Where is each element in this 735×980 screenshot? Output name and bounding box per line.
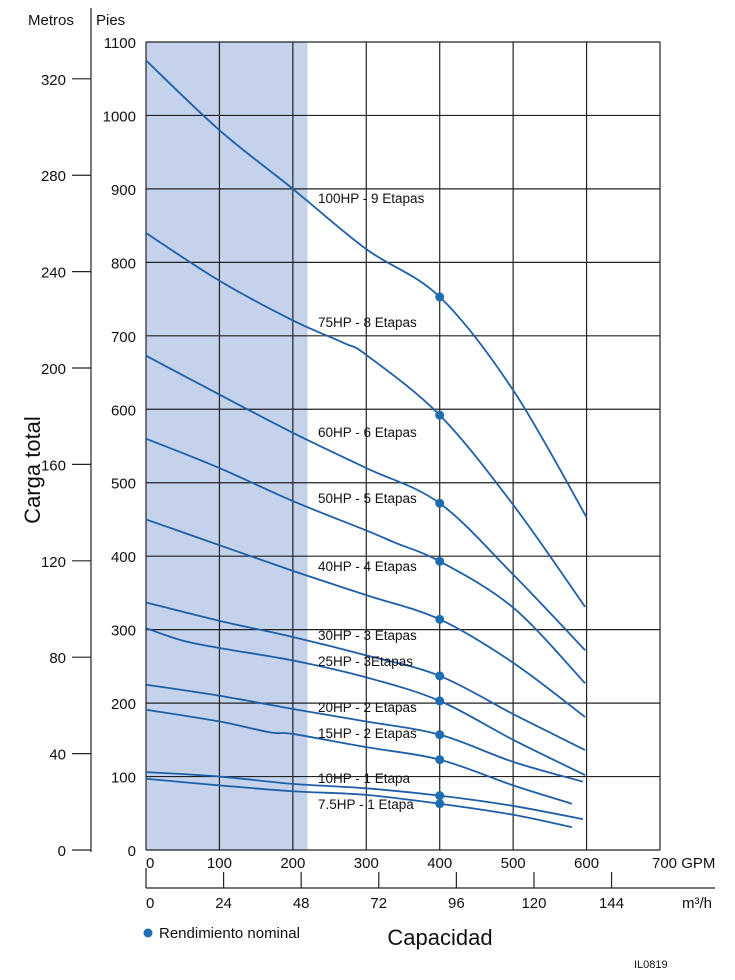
y-tick-label-ft: 500 [111,476,136,493]
x-tick-label-m3h: 24 [215,895,232,912]
curve-30hp [145,601,586,751]
y-tick-label-m: 40 [49,747,66,764]
curve-25hp [145,627,586,776]
x-tick-label-m3h: 48 [293,895,310,912]
curve-label: 30HP - 3 Etapas [318,628,417,643]
rated-point-marker [435,755,445,765]
y-tick-label-ft: 900 [111,182,136,199]
y-tick-label-m: 80 [49,650,66,667]
curve-100hp [145,59,588,518]
rated-point-marker [435,791,445,801]
curve-label: 25HP - 3Etapas [318,654,413,669]
curve-50hp [145,437,586,684]
curves [145,59,588,829]
x-tick-label-m3h: 96 [448,895,465,912]
curve-7.5hp [145,777,573,829]
x-tick-label-m3h: 120 [521,895,546,912]
x-axis-title: Capacidad [387,925,492,950]
y-tick-label-ft: 100 [111,770,136,787]
curve-75hp [145,232,586,608]
y-tick-label-ft: 700 [111,329,136,346]
rated-point-marker [435,696,445,706]
rated-point-marker [435,410,445,420]
rated-point-marker [435,799,445,809]
x-tick-label-m3h: 144 [599,895,624,912]
shaded-region [146,42,308,850]
x-tick-label-gpm: 300 [354,855,379,872]
curve-label: 10HP - 1 Etapa [318,771,411,786]
x-tick-label-gpm: 0 [146,855,154,872]
y-tick-label-ft: 800 [111,255,136,272]
rated-point-marker [435,292,445,302]
x-tick-label-m3h: 0 [146,895,154,912]
y-tick-label-m: 0 [58,843,66,860]
y-tick-label-m: 200 [41,361,66,378]
curve-10hp [145,771,584,821]
curve-label: 50HP - 5 Etapas [318,491,417,506]
y-tick-label-m: 120 [41,554,66,571]
y-axis-title: Carga total [20,416,45,524]
y-tick-label-ft: 200 [111,696,136,713]
curve-label: 7.5HP - 1 Etapa [318,797,414,812]
x-tick-label-m3h: 72 [370,895,387,912]
curve-label: 60HP - 6 Etapas [318,425,417,440]
curve-40hp [145,518,586,718]
curve-labels: 100HP - 9 Etapas 75HP - 8 Etapas 60HP - 6 … [318,191,425,812]
y-tick-label-m: 320 [41,72,66,89]
y-tick-label-ft: 600 [111,402,136,419]
y-tick-label-ft: 1100 [104,35,136,52]
curve-label: 20HP - 2 Etapas [318,700,417,715]
y-tick-label-ft: 300 [111,623,136,640]
y-tick-label-ft: 0 [128,843,136,860]
x-tick-label-gpm: 500 [501,855,526,872]
curve-label: 15HP - 2 Etapas [318,726,417,741]
curve-20hp [145,683,584,783]
axes: 0100200300400500600700800900100011000408… [41,8,715,912]
y-unit-left: Metros [28,12,74,29]
y-tick-label-m: 160 [41,457,66,474]
y-tick-label-m: 240 [41,265,66,282]
m3h-unit-label: m³/h [682,895,712,912]
x-tick-label-gpm: 400 [427,855,452,872]
x-tick-label-gpm: 200 [280,855,305,872]
curve-label: 75HP - 8 Etapas [318,315,417,330]
y-tick-label-ft: 400 [111,549,136,566]
y-unit-right: Pies [96,12,125,29]
curve-60hp [145,354,586,651]
x-tick-label-gpm: 600 [574,855,599,872]
y-tick-label-ft: 1000 [103,108,136,125]
figure-id: IL0819 [634,959,668,971]
rated-point-marker [435,671,445,681]
rated-point-marker [435,556,445,566]
rated-point-marker [435,614,445,624]
y-tick-label-m: 280 [41,168,66,185]
legend-marker [143,928,153,938]
legend-label: Rendimiento nominal [159,925,300,942]
curve-15hp [145,708,573,805]
x-tick-label-gpm: 700 GPM [652,855,715,872]
rated-point-marker [435,730,445,740]
curve-label: 40HP - 4 Etapas [318,559,417,574]
x-tick-label-gpm: 100 [207,855,232,872]
curve-label: 100HP - 9 Etapas [318,191,425,206]
rated-point-marker [435,498,445,508]
